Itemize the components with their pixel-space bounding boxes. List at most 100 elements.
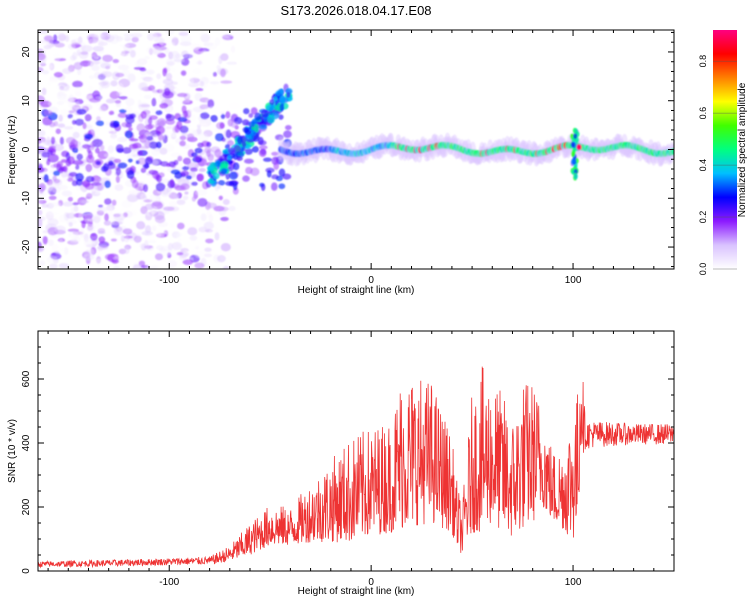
noise-blob bbox=[102, 54, 114, 63]
noise-blob bbox=[50, 202, 62, 207]
noise-blob bbox=[278, 114, 284, 120]
noise-blob bbox=[159, 102, 169, 109]
spectrogram-x-axis-label: Height of straight line (km) bbox=[298, 285, 415, 296]
noise-blob bbox=[47, 153, 59, 163]
noise-blob bbox=[260, 148, 267, 155]
noise-blob bbox=[88, 97, 101, 103]
noise-blob bbox=[224, 60, 236, 69]
noise-blob bbox=[117, 162, 128, 169]
noise-blob bbox=[173, 58, 185, 63]
noise-blob bbox=[90, 61, 101, 65]
noise-blob bbox=[208, 106, 216, 114]
noise-blob bbox=[120, 207, 130, 211]
noise-blob bbox=[195, 189, 208, 196]
noise-blob bbox=[118, 95, 128, 100]
noise-blob bbox=[168, 200, 178, 207]
noise-blob bbox=[62, 201, 74, 207]
noise-blob bbox=[139, 134, 148, 143]
noise-blob bbox=[163, 206, 175, 211]
noise-blob bbox=[184, 191, 189, 195]
noise-blob bbox=[178, 31, 189, 37]
noise-blob bbox=[38, 198, 44, 203]
noise-blob bbox=[98, 106, 107, 112]
noise-blob bbox=[180, 70, 187, 76]
colorbar-tick-label: 0.8 bbox=[698, 55, 708, 68]
noise-blob bbox=[56, 91, 67, 101]
noise-blob bbox=[278, 168, 286, 177]
noise-blob bbox=[142, 163, 150, 169]
noise-blob bbox=[173, 30, 179, 36]
noise-blob bbox=[73, 61, 83, 70]
noise-blob bbox=[80, 228, 85, 238]
noise-blob bbox=[83, 250, 92, 259]
noise-blob bbox=[54, 225, 66, 235]
noise-blob bbox=[179, 265, 185, 269]
noise-blob bbox=[136, 123, 146, 133]
y-tick-label: 600 bbox=[21, 370, 32, 387]
noise-blob bbox=[43, 110, 53, 116]
noise-blob bbox=[38, 118, 42, 128]
noise-blob bbox=[108, 129, 116, 135]
noise-blob bbox=[263, 157, 272, 162]
noise-blob bbox=[113, 213, 126, 221]
noise-blob bbox=[248, 113, 254, 118]
noise-blob bbox=[55, 128, 61, 135]
noise-blob bbox=[84, 113, 92, 122]
noise-blob bbox=[112, 58, 120, 64]
noise-blob bbox=[282, 173, 292, 180]
noise-blob bbox=[144, 253, 150, 258]
noise-blob bbox=[273, 161, 280, 170]
x-tick-label: 0 bbox=[368, 577, 374, 588]
noise-blob bbox=[165, 35, 177, 40]
noise-blob bbox=[165, 113, 172, 119]
noise-blob bbox=[176, 199, 186, 205]
noise-blob bbox=[156, 226, 168, 231]
burst-blob bbox=[573, 128, 578, 135]
noise-blob bbox=[155, 174, 163, 183]
chirp-blob bbox=[242, 126, 250, 133]
chirp-blob bbox=[235, 151, 245, 158]
noise-blob bbox=[220, 80, 233, 84]
noise-blob bbox=[38, 30, 49, 35]
noise-blob bbox=[74, 91, 82, 97]
noise-blob bbox=[70, 55, 76, 61]
noise-blob bbox=[215, 133, 224, 142]
noise-blob bbox=[107, 145, 115, 154]
noise-blob bbox=[194, 250, 207, 258]
chirp-blob bbox=[214, 159, 221, 167]
noise-blob bbox=[179, 140, 186, 147]
noise-blob bbox=[49, 121, 56, 128]
burst-blob bbox=[575, 137, 580, 144]
noise-blob bbox=[126, 170, 135, 179]
noise-blob bbox=[76, 108, 87, 115]
noise-blob bbox=[186, 48, 194, 55]
noise-blob bbox=[156, 118, 167, 127]
noise-blob bbox=[68, 110, 75, 114]
noise-blob bbox=[63, 177, 68, 182]
noise-blob bbox=[104, 213, 109, 222]
noise-blob bbox=[97, 230, 106, 235]
noise-blob bbox=[148, 169, 158, 175]
noise-blob bbox=[47, 81, 53, 86]
noise-blob bbox=[99, 77, 107, 81]
noise-blob bbox=[108, 160, 114, 166]
noise-blob bbox=[95, 160, 101, 165]
snr-background bbox=[38, 331, 674, 571]
noise-blob bbox=[191, 181, 198, 186]
noise-blob bbox=[137, 82, 147, 91]
noise-blob bbox=[125, 116, 135, 124]
y-tick-label: 20 bbox=[21, 46, 32, 58]
noise-blob bbox=[162, 78, 174, 85]
snr-panel: -100 0 100 0 200 400 600 Height of straight l… bbox=[7, 330, 675, 597]
noise-blob bbox=[53, 71, 63, 78]
noise-blob bbox=[114, 184, 124, 191]
noise-blob bbox=[150, 77, 158, 85]
noise-blob bbox=[78, 200, 89, 204]
noise-blob bbox=[176, 120, 183, 130]
noise-blob bbox=[161, 153, 167, 161]
noise-blob bbox=[204, 253, 213, 258]
noise-blob bbox=[118, 109, 127, 114]
noise-blob bbox=[115, 72, 125, 78]
noise-blob bbox=[170, 169, 181, 175]
noise-blob bbox=[118, 199, 123, 205]
